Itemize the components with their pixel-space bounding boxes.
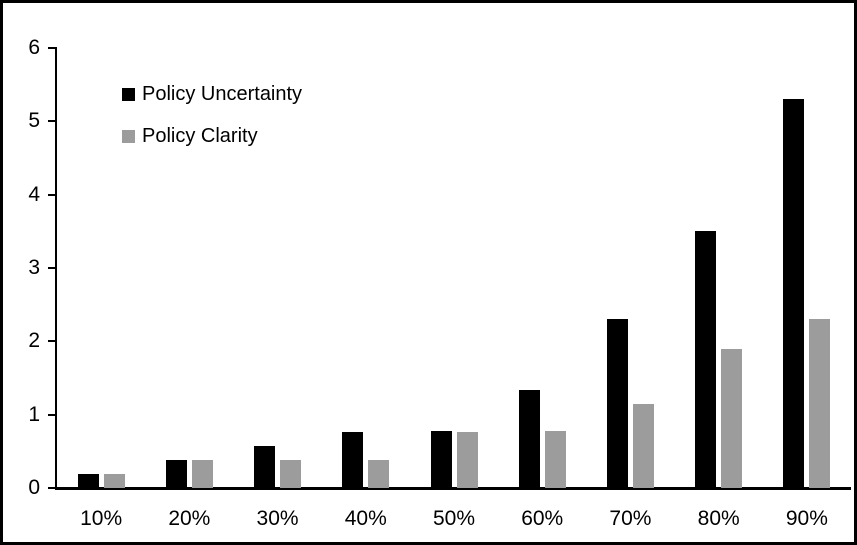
bar-policy-uncertainty-50 xyxy=(430,430,452,488)
bar-policy-uncertainty-20 xyxy=(165,460,187,488)
y-tick-mark-0 xyxy=(48,487,56,489)
y-tick-mark-5 xyxy=(48,120,56,123)
bar-policy-uncertainty-80 xyxy=(695,231,717,488)
y-tick-label-6: 6 xyxy=(28,36,40,59)
y-tick-mark-2 xyxy=(48,340,56,343)
bar-policy-uncertainty-60 xyxy=(518,390,540,488)
bar-policy-clarity-60 xyxy=(544,430,566,488)
x-tick-label-20: 20% xyxy=(168,507,211,530)
legend-label-policy-uncertainty: Policy Uncertainty xyxy=(142,83,303,105)
bar-policy-clarity-20 xyxy=(191,460,213,488)
y-axis-line xyxy=(55,47,57,489)
bar-policy-clarity-50 xyxy=(456,431,478,488)
bar-policy-clarity-80 xyxy=(721,348,743,488)
x-tick-label-10: 10% xyxy=(80,507,123,530)
y-tick-label-0: 0 xyxy=(28,476,40,499)
bar-policy-uncertainty-70 xyxy=(606,319,628,488)
x-tick-label-50: 50% xyxy=(432,507,476,530)
x-tick-label-70: 70% xyxy=(609,507,652,530)
y-tick-label-5: 5 xyxy=(28,109,40,133)
x-tick-label-90: 90% xyxy=(785,507,828,530)
x-tick-label-30: 30% xyxy=(256,507,299,530)
x-tick-label-40: 40% xyxy=(344,507,387,530)
bar-policy-uncertainty-90 xyxy=(783,99,805,488)
legend-label-policy-clarity: Policy Clarity xyxy=(142,125,258,147)
legend-swatch-policy-uncertainty xyxy=(122,88,135,101)
bar-policy-uncertainty-30 xyxy=(254,446,276,488)
y-tick-mark-6 xyxy=(48,47,56,49)
legend-item-policy-clarity: Policy Clarity xyxy=(122,124,302,149)
y-tick-mark-3 xyxy=(48,267,56,269)
bar-policy-uncertainty-40 xyxy=(342,432,364,488)
x-tick-label-60: 60% xyxy=(521,507,564,530)
x-axis-line xyxy=(55,487,851,490)
y-tick-label-2: 2 xyxy=(28,329,40,353)
legend-swatch-policy-clarity xyxy=(122,130,135,143)
y-tick-mark-4 xyxy=(48,193,56,196)
bar-policy-uncertainty-10 xyxy=(77,474,99,488)
legend-item-policy-uncertainty: Policy Uncertainty xyxy=(122,82,302,107)
y-tick-label-3: 3 xyxy=(28,256,40,279)
bar-policy-clarity-70 xyxy=(632,403,654,488)
bar-policy-clarity-40 xyxy=(368,460,390,488)
bar-policy-clarity-90 xyxy=(809,319,831,488)
y-tick-mark-1 xyxy=(48,413,56,416)
y-tick-label-1: 1 xyxy=(28,402,40,426)
legend: Policy Uncertainty Policy Clarity xyxy=(122,82,302,166)
y-tick-label-4: 4 xyxy=(28,182,40,206)
x-tick-label-80: 80% xyxy=(697,507,740,530)
bar-policy-clarity-10 xyxy=(103,474,125,488)
bar-policy-clarity-30 xyxy=(280,460,302,488)
